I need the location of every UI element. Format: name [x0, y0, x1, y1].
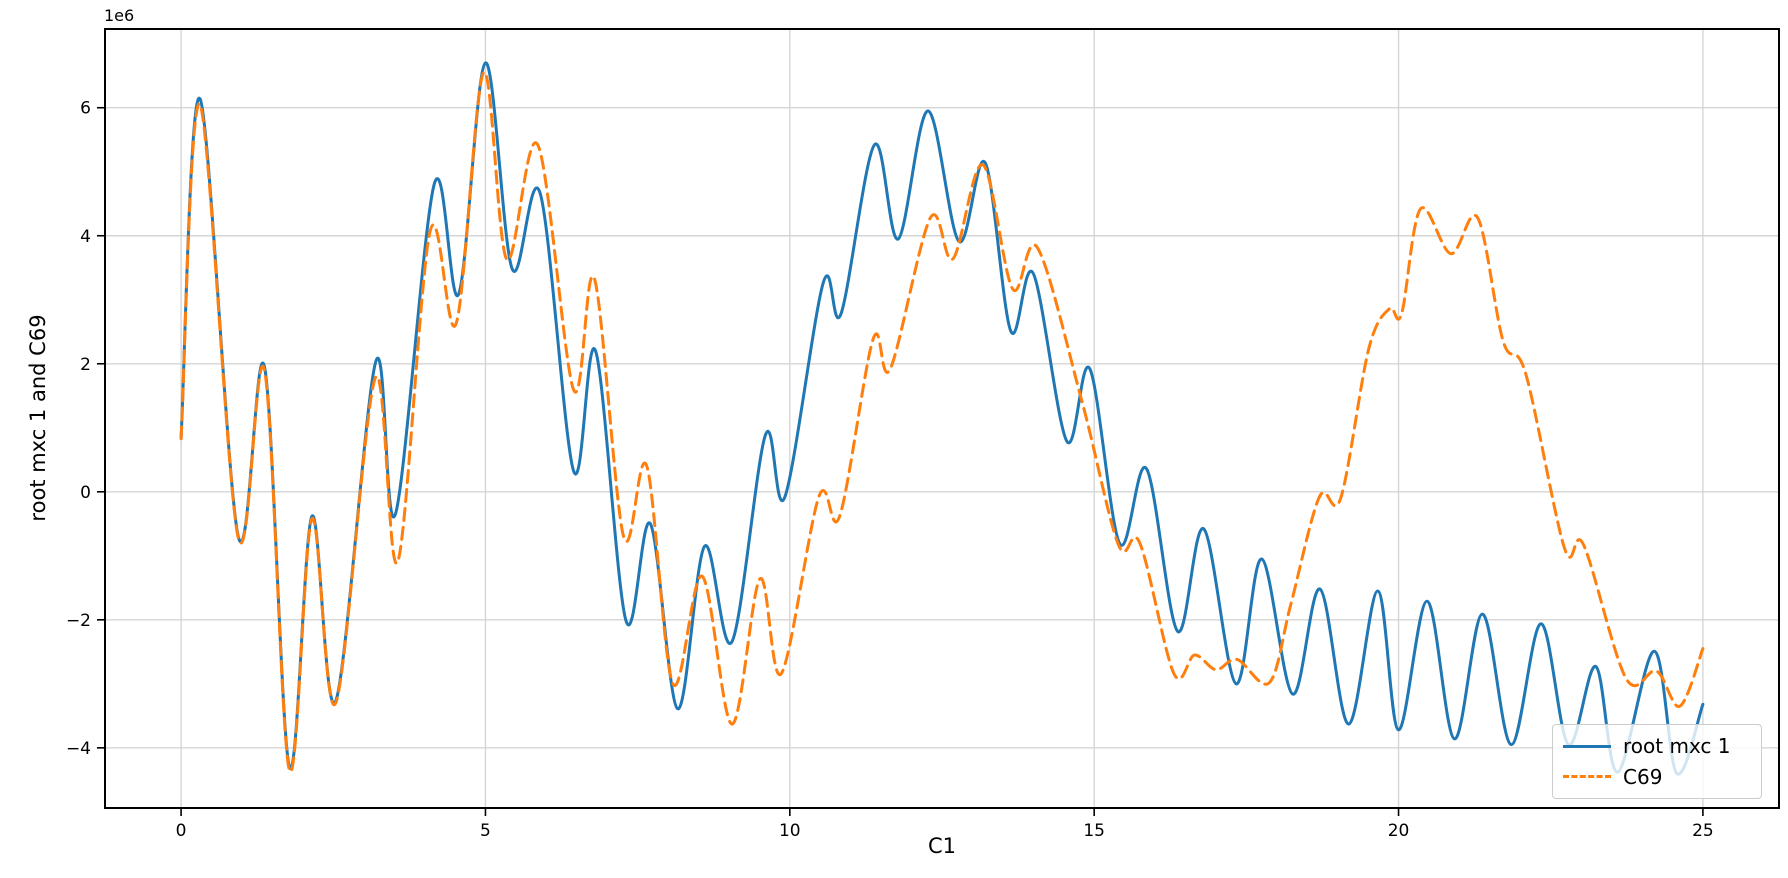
x-axis-label: C1 — [927, 834, 957, 858]
y-tick-label: 4 — [80, 227, 91, 247]
y-tick-label: 2 — [80, 355, 91, 375]
series-line-c69 — [179, 70, 1705, 774]
y-axis-offset-text: 1e6 — [104, 6, 135, 25]
legend-entry-c69: C69 — [1563, 765, 1751, 789]
legend-entry-root-mxc-1: root mxc 1 — [1563, 734, 1751, 758]
x-tick-label: 0 — [176, 821, 187, 841]
legend-label: C69 — [1623, 764, 1663, 789]
y-tick-label: −2 — [66, 611, 91, 631]
x-tick-label: 15 — [1083, 821, 1105, 841]
y-axis-label: root mxc 1 and C69 — [26, 314, 50, 522]
y-tick-label: 0 — [80, 483, 91, 503]
series-line-root-mxc-1 — [179, 61, 1705, 776]
legend: root mxc 1 C69 — [1552, 724, 1762, 799]
axes-frame — [104, 28, 1780, 809]
x-tick-label: 5 — [480, 821, 491, 841]
legend-label: root mxc 1 — [1623, 734, 1731, 759]
legend-line-sample-dashed — [1563, 775, 1611, 779]
y-tick-label: −4 — [66, 739, 91, 759]
y-tick-label: 6 — [80, 99, 91, 119]
x-tick-label: 25 — [1692, 821, 1714, 841]
legend-line-sample-solid — [1563, 744, 1611, 748]
x-tick-label: 20 — [1388, 821, 1410, 841]
x-tick-label: 10 — [779, 821, 801, 841]
